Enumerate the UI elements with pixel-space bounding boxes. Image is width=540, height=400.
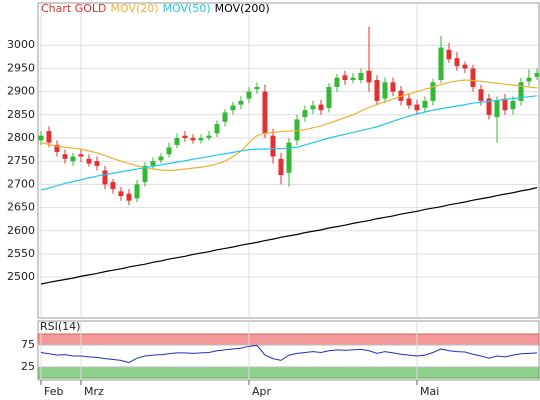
candle-body (270, 135, 276, 157)
candle-body (190, 138, 196, 141)
candle-body (494, 100, 500, 118)
candle-body (182, 135, 188, 138)
candle-body (430, 82, 436, 101)
candle-body (462, 64, 468, 69)
candle-body (78, 154, 84, 157)
candle-body (174, 138, 180, 145)
candle-body (326, 86, 332, 108)
legend-title: Chart GOLD (41, 2, 107, 15)
candle-body (254, 86, 260, 90)
y-tick-label: 2800 (7, 131, 35, 144)
oversold-band (37, 366, 540, 379)
candle-body (486, 98, 492, 115)
candle-body (422, 100, 428, 108)
candle-body (134, 184, 140, 199)
moving-average-line (40, 95, 538, 191)
legend-entry: MOV(20) (111, 2, 159, 15)
candle-body (406, 98, 412, 106)
y-tick-label: 2750 (7, 154, 35, 167)
y-tick-label: 2600 (7, 224, 35, 237)
candle-body (126, 193, 132, 201)
y-tick-label: 75 (21, 338, 35, 351)
candle-body (454, 58, 460, 67)
moving-average-line (40, 79, 538, 172)
candle-body (318, 104, 324, 111)
candle-body (278, 158, 284, 176)
y-tick-label: 25 (21, 360, 35, 373)
candle-body (206, 135, 212, 138)
candle-body (54, 144, 60, 152)
y-tick-label: 2650 (7, 201, 35, 214)
candle-body (358, 73, 364, 81)
legend-entry: MOV(200) (215, 2, 270, 15)
candle-body (478, 89, 484, 101)
y-tick-label: 2700 (7, 177, 35, 190)
candle-body (310, 105, 316, 110)
candle-body (198, 138, 204, 141)
candle-body (334, 77, 340, 87)
candle-body (294, 119, 300, 141)
candle-body (214, 124, 220, 134)
candle-body (470, 68, 476, 87)
candle-body (118, 191, 124, 196)
candle-body (350, 77, 356, 81)
y-tick-label: 2950 (7, 61, 35, 74)
y-tick-label: 2850 (7, 108, 35, 121)
candle-body (366, 70, 372, 83)
candle-body (382, 82, 388, 99)
candle-body (374, 80, 380, 101)
candle-body (446, 49, 452, 60)
x-tick-label: Feb (44, 385, 63, 398)
candle-body (222, 112, 228, 122)
candle-body (142, 165, 148, 183)
candle-body (46, 131, 52, 143)
candle-body (502, 98, 508, 111)
candle-body (158, 156, 164, 161)
candle-body (526, 77, 532, 82)
panel-title: RSI(14) (40, 320, 80, 333)
candle-body (510, 100, 516, 110)
x-tick-label: Apr (252, 385, 272, 398)
y-tick-label: 3000 (7, 38, 35, 51)
y-tick-label: 2500 (7, 270, 35, 283)
rsi-line (40, 344, 538, 364)
candle-body (246, 91, 252, 99)
candle-body (302, 110, 308, 118)
candle-body (534, 73, 540, 77)
legend-entry: MOV(50) (163, 2, 211, 15)
candle-body (94, 161, 100, 166)
x-tick-label: Mrz (84, 385, 104, 398)
candle-body (286, 142, 292, 173)
candle-body (342, 75, 348, 81)
candle-body (150, 161, 156, 166)
candle-body (438, 47, 444, 81)
candle-body (38, 135, 44, 141)
candle-body (86, 158, 92, 164)
candle-body (238, 100, 244, 105)
candle-body (262, 91, 268, 134)
candle-body (166, 147, 172, 155)
y-tick-label: 2550 (7, 247, 35, 260)
candle-body (414, 104, 420, 111)
candle-body (518, 82, 524, 101)
x-tick-label: Mai (420, 385, 439, 398)
candle-body (110, 182, 116, 190)
candle-body (70, 156, 76, 162)
candle-body (62, 154, 68, 159)
candle-body (230, 105, 236, 111)
y-tick-label: 2900 (7, 85, 35, 98)
candle-body (390, 82, 396, 92)
overbought-band (37, 333, 540, 346)
moving-average-line (40, 187, 538, 285)
candle-body (102, 170, 108, 185)
